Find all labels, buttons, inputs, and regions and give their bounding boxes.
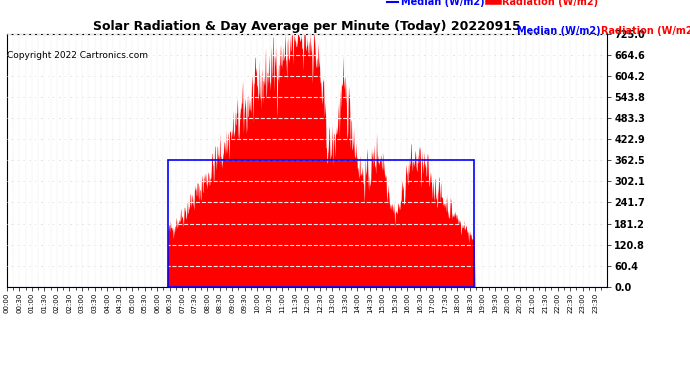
Bar: [168, 160, 474, 287]
Text: Median (W/m2): Median (W/m2): [517, 26, 600, 36]
Text: Copyright 2022 Cartronics.com: Copyright 2022 Cartronics.com: [7, 51, 148, 60]
Title: Solar Radiation & Day Average per Minute (Today) 20220915: Solar Radiation & Day Average per Minute…: [93, 20, 521, 33]
Legend: Median (W/m2), Radiation (W/m2): Median (W/m2), Radiation (W/m2): [383, 0, 602, 11]
Text: Radiation (W/m2): Radiation (W/m2): [601, 26, 690, 36]
